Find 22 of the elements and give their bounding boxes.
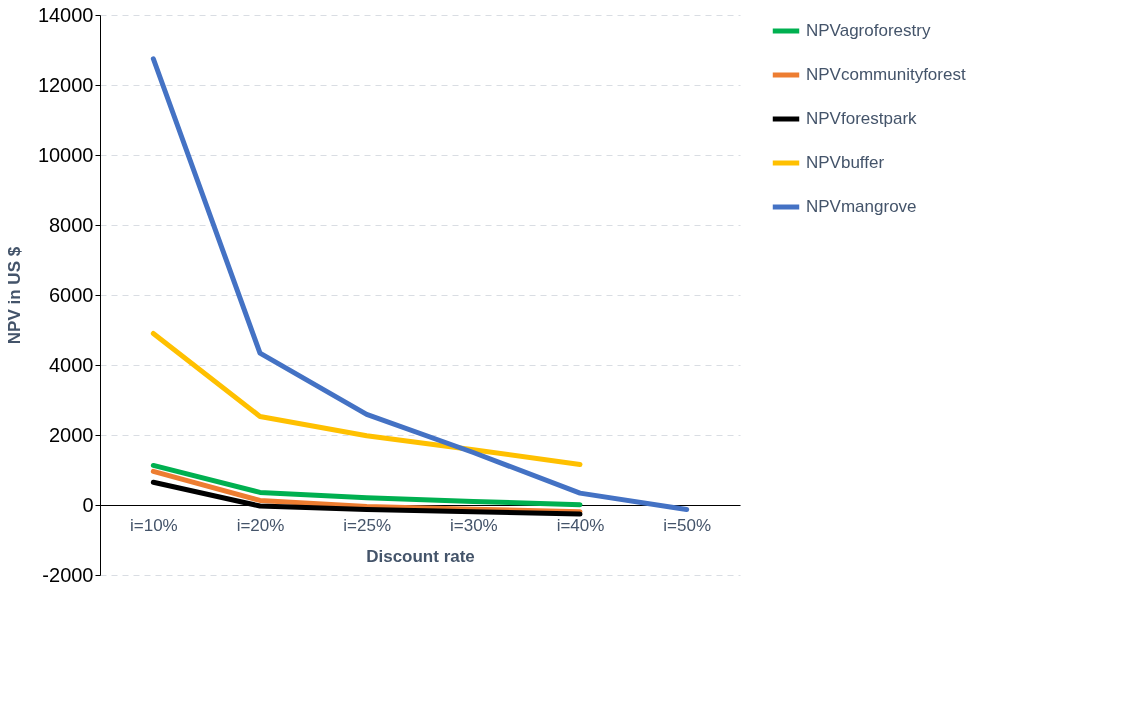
legend-label: NPVbuffer <box>806 153 885 172</box>
legend-label: NPVcommunityforest <box>806 65 966 84</box>
x-tick-label: i=50% <box>663 515 712 535</box>
legend-label: NPVagroforestry <box>806 21 931 40</box>
x-tick-label: i=20% <box>236 515 285 535</box>
y-tick-label: 0 <box>82 493 94 516</box>
y-tick-label: 12000 <box>37 73 94 96</box>
x-tick-label: i=10% <box>129 515 178 535</box>
legend-label: NPVmangrove <box>806 197 917 216</box>
x-axis-title: Discount rate <box>366 546 475 566</box>
legend-label: NPVforestpark <box>806 109 918 128</box>
y-tick-label: 4000 <box>49 353 94 376</box>
x-tick-label: i=40% <box>556 515 605 535</box>
y-tick-label: 8000 <box>49 213 94 236</box>
x-tick-label: i=30% <box>449 515 498 535</box>
y-tick-label: 2000 <box>49 423 94 446</box>
y-tick-label: 14000 <box>37 3 94 26</box>
y-tick-label: -2000 <box>42 563 94 586</box>
x-tick-label: i=25% <box>343 515 392 535</box>
y-axis-title: NPV in US $ <box>4 246 24 345</box>
y-tick-label: 6000 <box>49 283 94 306</box>
y-tick-label: 10000 <box>37 143 94 166</box>
